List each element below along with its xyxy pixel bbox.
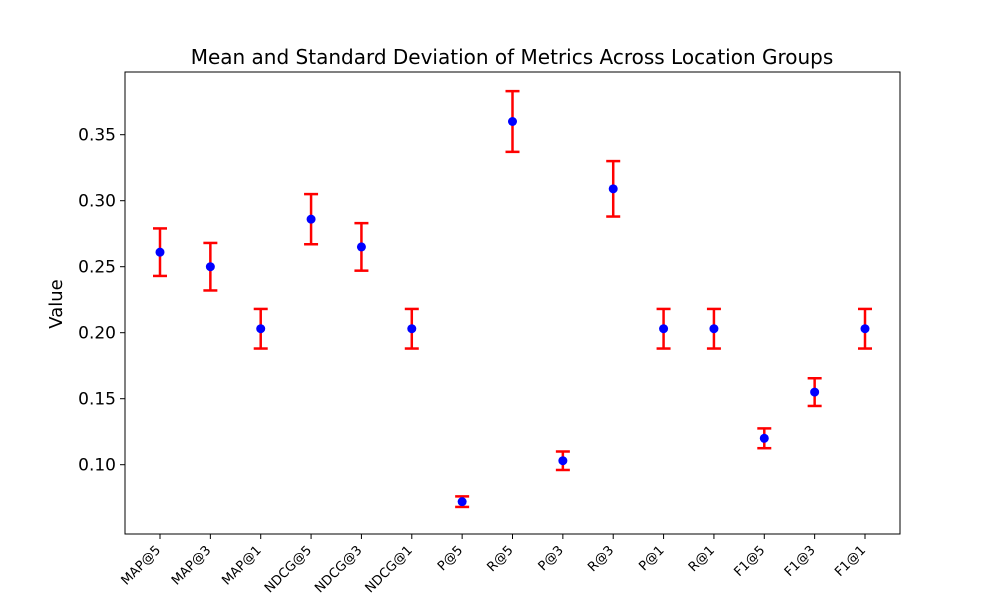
x-tick-label: P@3 — [536, 543, 567, 574]
data-point — [709, 324, 719, 334]
data-point — [256, 324, 266, 334]
x-tick-label: MAP@3 — [169, 543, 214, 588]
x-tick-label: F1@1 — [832, 543, 869, 580]
y-tick-label: 0.25 — [78, 258, 116, 278]
x-tick-label: R@5 — [484, 543, 516, 575]
x-tick-label: P@5 — [435, 543, 466, 574]
y-axis-label: Value — [46, 279, 67, 328]
data-point — [558, 456, 568, 466]
data-point — [155, 247, 165, 257]
data-point — [508, 117, 517, 126]
data-point — [407, 324, 417, 334]
x-tick-label: P@1 — [636, 543, 667, 574]
data-point — [659, 324, 669, 334]
data-point — [356, 242, 366, 252]
x-tick-label: MAP@1 — [219, 543, 264, 588]
x-tick-label: R@3 — [585, 543, 617, 575]
plot-frame — [124, 71, 901, 535]
x-tick-label: NDCG@1 — [363, 543, 416, 596]
x-tick-label: F1@3 — [782, 543, 819, 580]
data-point — [205, 262, 215, 272]
x-tick-label: NDCG@5 — [262, 543, 315, 596]
data-point — [608, 184, 618, 194]
y-tick-label: 0.20 — [78, 324, 116, 344]
y-tick-label: 0.35 — [78, 126, 116, 146]
y-tick-label: 0.30 — [78, 192, 116, 212]
y-tick-label: 0.15 — [78, 390, 116, 410]
x-tick-label: NDCG@3 — [312, 543, 365, 596]
chart-title: Mean and Standard Deviation of Metrics A… — [191, 45, 834, 69]
y-tick-label: 0.10 — [78, 456, 116, 476]
x-tick-label: MAP@5 — [119, 543, 164, 588]
data-point — [860, 324, 870, 334]
data-point — [759, 433, 769, 443]
x-tick-label: R@1 — [686, 543, 718, 575]
data-point — [457, 497, 467, 507]
data-point — [810, 387, 820, 397]
x-tick-label: F1@5 — [731, 543, 768, 580]
data-point — [306, 214, 316, 224]
